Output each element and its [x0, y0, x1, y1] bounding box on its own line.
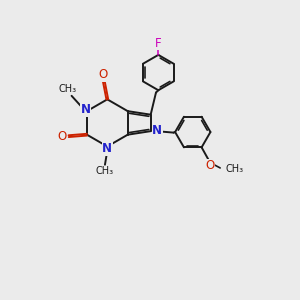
Text: CH₃: CH₃: [96, 166, 114, 176]
Text: CH₃: CH₃: [226, 164, 244, 174]
Text: N: N: [80, 103, 90, 116]
Text: N: N: [102, 142, 112, 155]
Text: O: O: [58, 130, 67, 143]
Text: F: F: [155, 37, 162, 50]
Text: CH₃: CH₃: [59, 84, 77, 94]
Text: N: N: [152, 124, 162, 137]
Text: O: O: [98, 68, 107, 81]
Text: O: O: [206, 159, 215, 172]
